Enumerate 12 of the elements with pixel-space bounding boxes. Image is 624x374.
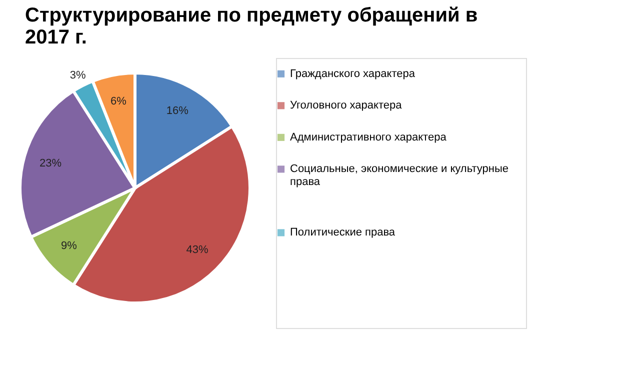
chart-title: Структурирование по предмету обращений в 2017 г. (25, 4, 478, 48)
data-label: 9% (61, 240, 78, 252)
legend-label: Административного характера (290, 131, 448, 144)
legend-label: Социальные, экономические и культурные права (290, 163, 508, 188)
data-label: 6% (110, 96, 127, 108)
legend-label: Гражданского характера (290, 68, 416, 80)
data-label: 43% (186, 244, 208, 256)
legend-label: Уголовного характера (290, 100, 403, 112)
legend-label: Политические права (290, 226, 396, 239)
data-label: 3% (70, 70, 86, 82)
data-label: 16% (166, 104, 189, 117)
data-label: 23% (39, 157, 62, 170)
